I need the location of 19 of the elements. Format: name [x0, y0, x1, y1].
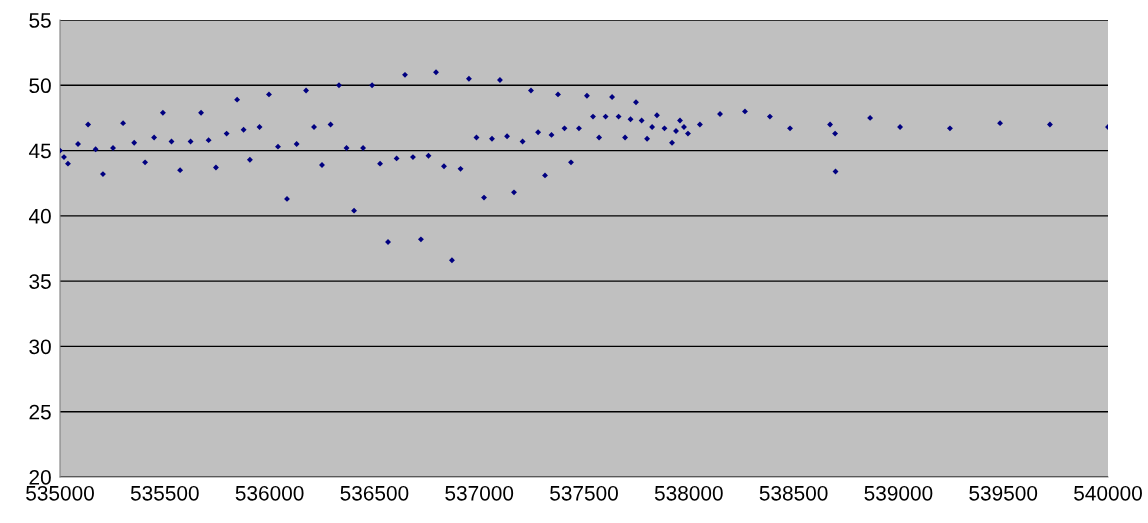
x-tick-label: 537500: [550, 485, 618, 501]
x-tick-label: 536000: [235, 485, 304, 501]
y-tick-label: 55: [29, 13, 51, 28]
y-tick-label: 35: [29, 274, 51, 289]
x-tick-label: 535000: [26, 485, 94, 501]
y-tick-label: 30: [29, 339, 51, 355]
x-tick-label: 538000: [654, 485, 723, 501]
x-tick-label: 538500: [759, 485, 828, 501]
y-tick-label: 20: [29, 470, 51, 485]
y-tick-label: 50: [29, 78, 51, 94]
x-tick-label: 535500: [130, 485, 199, 501]
y-tick-label: 40: [28, 208, 51, 224]
x-tick-label: 540000: [1074, 485, 1142, 501]
x-tick-label: 539500: [969, 485, 1038, 501]
y-tick-label: 25: [29, 404, 51, 420]
x-tick-label: 539000: [864, 485, 933, 501]
x-tick-label: 537000: [445, 485, 514, 501]
x-tick-label: 536500: [340, 485, 409, 501]
y-tick-label: 45: [28, 143, 51, 159]
